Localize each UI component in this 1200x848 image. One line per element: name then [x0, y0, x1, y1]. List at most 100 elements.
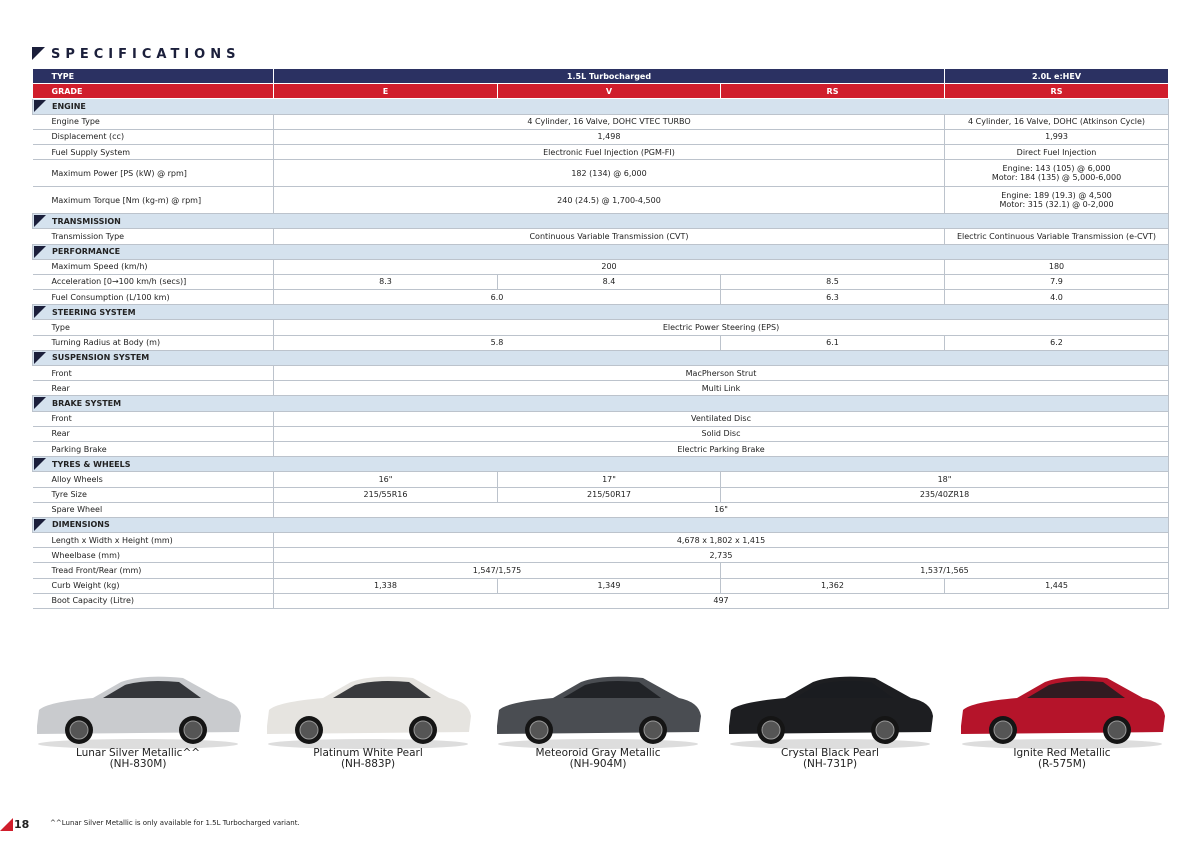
section-title: TRANSMISSION — [31, 213, 1170, 230]
spec-line: Engine: 189 (19.3) @ 4,500 — [1001, 191, 1112, 201]
spec-row: Engine Type 4 Cylinder, 16 Valve, DOHC VT… — [32, 113, 1170, 130]
spec-label: Maximum Torque [Nm (kg-m) @ rpm] — [32, 186, 274, 215]
color-code: (NH-731P) — [802, 758, 858, 770]
car — [267, 676, 471, 749]
spec-row: Boot Capacity (Litre) 497 — [32, 592, 1170, 610]
spec-cell: 6.2 — [944, 334, 1170, 351]
spec-cell: 235/40ZR18 — [719, 486, 1170, 503]
car-rim — [875, 720, 895, 740]
spec-cell: 6.0 — [273, 289, 721, 306]
spec-row: Parking Brake Electric Parking Brake — [32, 440, 1170, 458]
spec-cell: 1,547/1,575 — [273, 562, 721, 579]
color-code: (NH-904M) — [569, 758, 627, 770]
section-title: PERFORMANCE — [31, 243, 1170, 260]
spec-row: Length x Width x Height (mm) 4,678 x 1,80… — [32, 532, 1170, 549]
spec-cell: 4 Cylinder, 16 Valve, DOHC (Atkinson Cyc… — [944, 113, 1170, 130]
spec-cell: 1,537/1,565 — [719, 562, 1170, 579]
spec-label: Maximum Speed (km/h) — [32, 258, 274, 275]
spec-cell: 4.0 — [944, 289, 1170, 306]
spec-cell: 1,349 — [497, 577, 721, 594]
car-rim — [643, 720, 663, 740]
section-title: DIMENSIONS — [31, 516, 1170, 534]
car-rim — [993, 720, 1013, 740]
spec-cell: 4,678 x 1,802 x 1,415 — [272, 532, 1170, 549]
spec-table: TYPE 1.5L Turbocharged 2.0L e:HEV GRADE E V RS… — [31, 67, 1170, 610]
header-label: TYPE — [32, 67, 274, 85]
spec-cell: 5.8 — [273, 334, 721, 351]
car-rim — [69, 720, 89, 740]
color-name: Platinum White Pearl — [313, 747, 423, 759]
spec-cell: 7.9 — [944, 273, 1170, 291]
car-rim — [761, 720, 781, 740]
car-window — [563, 681, 661, 698]
header-cell: 2.0L e:HEV — [944, 67, 1170, 85]
section-row: STEERING SYSTEM — [31, 304, 1170, 321]
color-caption: Lunar Silver Metallic^^ (NH-830M) — [23, 748, 253, 770]
spec-cell: MacPherson Strut — [272, 364, 1170, 382]
color-name: Meteoroid Gray Metallic — [535, 747, 661, 759]
spec-label: Boot Capacity (Litre) — [32, 592, 274, 610]
color-code: (R-575M) — [1038, 758, 1086, 770]
spec-cell: 497 — [272, 592, 1170, 610]
grade-cell: RS — [944, 83, 1170, 100]
car-window — [333, 681, 431, 698]
color-caption: Meteoroid Gray Metallic (NH-904M) — [483, 748, 713, 770]
spec-label: Rear — [32, 425, 274, 442]
spec-label: Engine Type — [32, 113, 274, 130]
spec-label: Curb Weight (kg) — [32, 577, 274, 594]
spec-row: Acceleration [0→100 km/h (secs)] 8.3 8.4 8.… — [32, 273, 1170, 291]
spec-cell: Multi Link — [272, 380, 1170, 397]
spec-cell: 4 Cylinder, 16 Valve, DOHC VTEC TURBO — [272, 113, 946, 130]
spec-label: Type — [32, 319, 274, 336]
spec-cell: 16" — [272, 501, 1170, 518]
section-row: PERFORMANCE — [31, 243, 1170, 260]
spec-cell: 17" — [497, 471, 721, 488]
color-code: (NH-883P) — [340, 758, 396, 770]
spec-cell: 215/55R16 — [273, 486, 498, 503]
section-title: ENGINE — [31, 98, 1170, 115]
spec-cell: 1,338 — [273, 577, 498, 594]
spec-cell: 2,735 — [272, 547, 1170, 564]
spec-row: Front Ventilated Disc — [32, 410, 1170, 427]
spec-line: Motor: 184 (135) @ 5,000-6,000 — [991, 173, 1122, 183]
section-row: TYRES & WHEELS — [31, 456, 1170, 473]
spec-cell: Electric Continuous Variable Transmissio… — [944, 228, 1170, 245]
car — [497, 676, 701, 749]
spec-row: Alloy Wheels 16" 17" 18" — [32, 471, 1170, 488]
spec-label: Parking Brake — [32, 440, 274, 458]
spec-label: Wheelbase (mm) — [32, 547, 274, 564]
car-rim — [413, 720, 433, 740]
grade-cell: E — [273, 83, 498, 100]
spec-row: Type Electric Power Steering (EPS) — [32, 319, 1170, 336]
spec-label: Rear — [32, 380, 274, 397]
spec-label: Transmission Type — [32, 228, 274, 245]
spec-cell: 1,362 — [719, 577, 946, 594]
spec-row: Front MacPherson Strut — [32, 364, 1170, 382]
spec-label: Spare Wheel — [32, 501, 274, 518]
spec-cell: 215/50R17 — [497, 486, 721, 503]
spec-label: Displacement (cc) — [32, 128, 274, 145]
car — [961, 676, 1165, 749]
spec-cell: Engine: 189 (19.3) @ 4,500 Motor: 315 (32… — [944, 186, 1170, 215]
spec-row: Maximum Power [PS (kW) @ rpm] 182 (134) @… — [32, 159, 1170, 188]
color-name: Ignite Red Metallic — [1013, 747, 1111, 759]
page-number: 18 — [14, 818, 30, 831]
grade-label: GRADE — [32, 83, 274, 100]
page-title: SPECIFICATIONS — [51, 47, 241, 62]
spec-row: Maximum Torque [Nm (kg-m) @ rpm] 240 (24.… — [32, 186, 1170, 215]
section-title: TYRES & WHEELS — [31, 456, 1170, 473]
spec-cell: 1,445 — [944, 577, 1170, 594]
spec-cell: 240 (24.5) @ 1,700-4,500 — [272, 186, 946, 215]
spec-cell: 1,498 — [272, 128, 946, 145]
spec-cell: Solid Disc — [272, 425, 1170, 442]
spec-row: Rear Solid Disc — [32, 425, 1170, 442]
grade-cell: V — [497, 83, 721, 100]
spec-cell: Electric Power Steering (EPS) — [272, 319, 1170, 336]
car-rim — [183, 720, 203, 740]
color-code: (NH-830M) — [109, 758, 167, 770]
spec-cell: Direct Fuel Injection — [944, 143, 1170, 161]
car-window — [795, 681, 893, 698]
spec-row: Wheelbase (mm) 2,735 — [32, 547, 1170, 564]
spec-line: Motor: 315 (32.1) @ 0-2,000 — [999, 200, 1114, 210]
